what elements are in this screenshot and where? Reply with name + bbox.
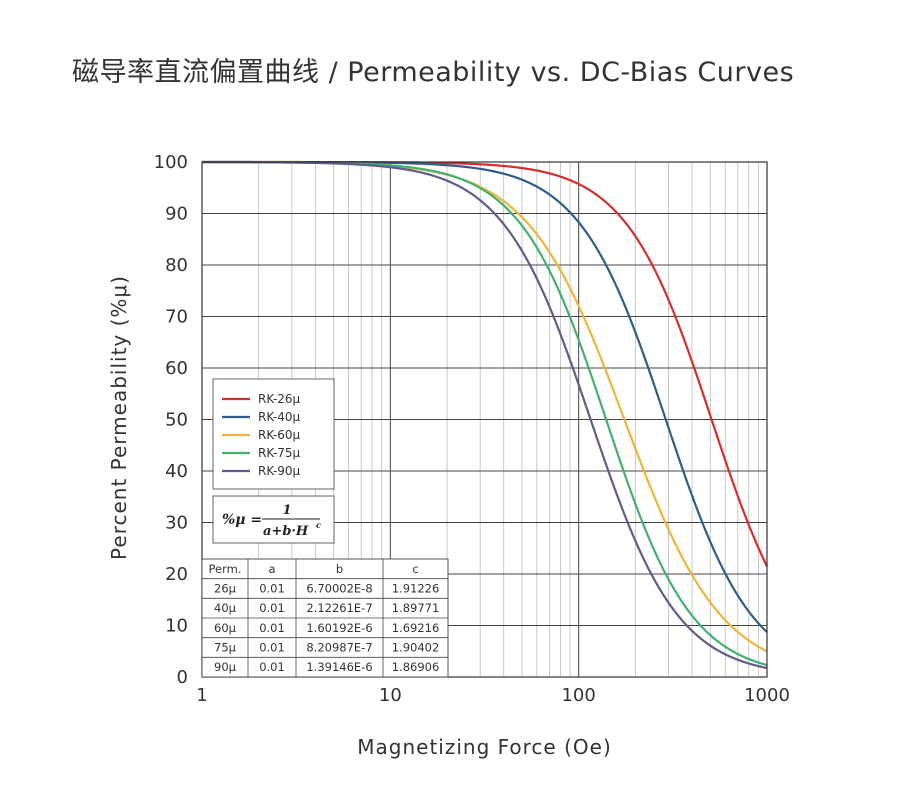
y-tick-label: 40	[165, 461, 188, 482]
x-tick-label: 1000	[744, 685, 790, 706]
table-cell: 0.01	[259, 601, 285, 615]
x-axis-title: Magnetizing Force (Oe)	[357, 735, 612, 759]
x-tick-label: 1	[196, 685, 207, 706]
table-cell: 1.90402	[392, 641, 440, 655]
table-cell: 1.91226	[392, 582, 440, 596]
tick-labels: 1 10 100 1000 0 10 20 30 40 50 60 70 80 90 100	[154, 152, 790, 706]
table-cell: 0.01	[259, 582, 285, 596]
y-tick-label: 90	[165, 204, 188, 225]
table-cell: 0.01	[259, 660, 285, 674]
table-cell: 26μ	[214, 582, 237, 596]
legend-label: RK-75μ	[258, 446, 301, 460]
legend-label: RK-60μ	[258, 428, 301, 442]
table-cell: 90μ	[214, 660, 237, 674]
y-tick-label: 10	[165, 616, 188, 637]
table-cell: 1.69216	[392, 621, 440, 635]
legend-label: RK-26μ	[258, 392, 301, 406]
x-tick-label: 100	[561, 685, 595, 706]
legend-label: RK-90μ	[258, 464, 301, 478]
plot-frame	[201, 161, 768, 678]
formula-denominator: a+b·H	[263, 524, 309, 539]
y-tick-label: 70	[165, 307, 188, 328]
y-tick-label: 60	[165, 358, 188, 379]
table-header-cell: a	[268, 562, 275, 576]
legend: RK-26μ RK-40μ RK-60μ RK-75μ RK-90μ	[212, 378, 335, 490]
y-tick-label: 20	[165, 564, 188, 585]
table-cell: 1.60192E-6	[306, 621, 372, 635]
table-header-cell: b	[336, 562, 343, 576]
legend-label: RK-40μ	[258, 410, 301, 424]
table-cell: 1.39146E-6	[306, 660, 372, 674]
x-tick-label: 10	[379, 685, 402, 706]
table-cell: 8.20987E-7	[306, 641, 372, 655]
page-title: 磁导率直流偏置曲线 / Permeability vs. DC-Bias Cur…	[72, 57, 795, 88]
grid	[202, 162, 767, 677]
curve-RK-90μ	[202, 160, 768, 670]
table-cell: 2.12261E-7	[306, 601, 372, 615]
table-header-cell: c	[412, 562, 418, 576]
table-cell: 1.89771	[392, 601, 440, 615]
table-cell: 75μ	[214, 641, 237, 655]
table-cell: 1.86906	[392, 660, 440, 674]
y-axis-title: Percent Permeability (%μ)	[107, 275, 131, 560]
y-tick-label: 100	[154, 152, 188, 173]
formula-numerator: 1	[282, 503, 291, 518]
y-tick-label: 50	[165, 410, 188, 431]
formula-exponent: c	[316, 520, 321, 530]
y-tick-label: 0	[177, 667, 188, 688]
table-cell: 40μ	[214, 601, 237, 615]
y-tick-label: 80	[165, 255, 188, 276]
table-cell: 6.70002E-8	[306, 582, 372, 596]
table-cell: 0.01	[259, 641, 285, 655]
parameter-table: Perm. a b c 26μ 0.01 6.70002E-8 1.91226 40μ 0.01 2…	[201, 558, 449, 678]
formula-box: %μ = 1 a+b·H c	[212, 495, 335, 544]
table-header-cell: Perm.	[209, 562, 242, 576]
y-tick-label: 30	[165, 513, 188, 534]
table-cell: 0.01	[259, 621, 285, 635]
table-cell: 60μ	[214, 621, 237, 635]
formula-lhs: %μ =	[222, 512, 262, 528]
